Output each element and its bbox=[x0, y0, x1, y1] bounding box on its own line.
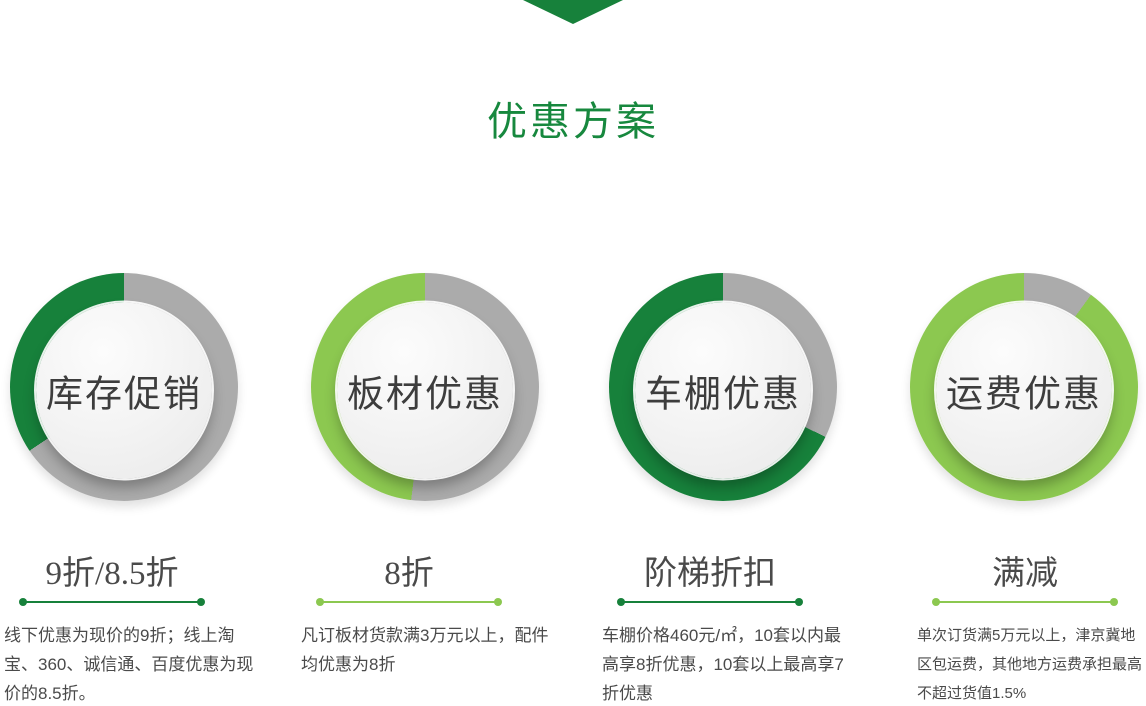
badge-disc: 车棚优惠 bbox=[635, 302, 811, 479]
plan-title: 阶梯折扣 bbox=[644, 556, 776, 592]
discount-ring: 板材优惠 bbox=[311, 273, 539, 501]
divider bbox=[19, 598, 205, 606]
badge-label: 库存促销 bbox=[46, 373, 202, 415]
divider-dot bbox=[494, 598, 502, 606]
divider-dot bbox=[316, 598, 324, 606]
plan-description: 线下优惠为现价的9折；线上淘宝、360、诚信通、百度优惠为现价的8.5折。 bbox=[4, 626, 254, 703]
discount-ring: 库存促销 bbox=[10, 273, 238, 501]
plan-title: 满减 bbox=[992, 556, 1058, 592]
plan-column-inventory: 库存促销 9折/8.5折 线下优惠为现价的9折；线上淘宝、360、诚信通、百度优… bbox=[0, 273, 253, 706]
badge-label: 车棚优惠 bbox=[645, 373, 801, 415]
divider-dot bbox=[1110, 598, 1118, 606]
down-chevron-icon bbox=[523, 0, 623, 24]
divider-line bbox=[939, 601, 1111, 603]
badge-label: 板材优惠 bbox=[347, 373, 503, 415]
divider-line bbox=[624, 601, 796, 603]
divider-dot bbox=[19, 598, 27, 606]
divider-dot bbox=[795, 598, 803, 606]
badge-disc: 板材优惠 bbox=[337, 302, 513, 479]
plan-description: 单次订货满5万元以上，津京冀地区包运费，其他地方运费承担最高不超过货值1.5% bbox=[917, 627, 1143, 702]
plan-title: 8折 bbox=[384, 556, 434, 592]
divider-line bbox=[26, 601, 198, 603]
divider-dot bbox=[932, 598, 940, 606]
badge-label: 运费优惠 bbox=[946, 373, 1102, 415]
page-title: 优惠方案 bbox=[487, 99, 659, 144]
plan-title: 9折/8.5折 bbox=[45, 556, 179, 592]
divider-dot bbox=[197, 598, 205, 606]
plan-description: 车棚价格460元/㎡，10套以内最高享8折优惠，10套以上最高享7折优惠 bbox=[602, 626, 844, 703]
divider-dot bbox=[617, 598, 625, 606]
divider bbox=[617, 598, 803, 606]
plan-description: 凡订板材货款满3万元以上，配件均优惠为8折 bbox=[301, 626, 549, 674]
discount-ring: 车棚优惠 bbox=[609, 273, 837, 501]
plan-column-board: 板材优惠 8折 凡订板材货款满3万元以上，配件均优惠为8折 bbox=[285, 273, 548, 679]
divider bbox=[316, 598, 502, 606]
badge-disc: 运费优惠 bbox=[936, 302, 1112, 479]
divider-line bbox=[323, 601, 495, 603]
divider bbox=[932, 598, 1118, 606]
plan-column-carport: 车棚优惠 阶梯折扣 车棚价格460元/㎡，10套以内最高享8折优惠，10套以上最… bbox=[586, 273, 844, 706]
plan-column-shipping: 运费优惠 满减 单次订货满5万元以上，津京冀地区包运费，其他地方运费承担最高不超… bbox=[901, 273, 1146, 706]
discount-ring: 运费优惠 bbox=[910, 273, 1138, 501]
badge-disc: 库存促销 bbox=[36, 302, 212, 479]
